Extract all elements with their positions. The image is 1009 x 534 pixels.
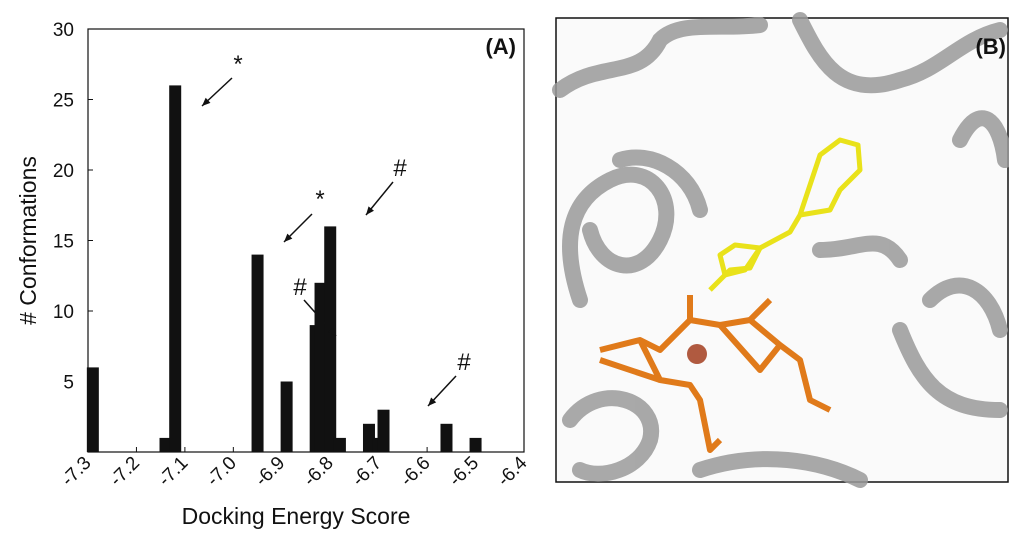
x-axis-title: Docking Energy Score [182, 503, 411, 529]
bar [440, 424, 452, 452]
bar [334, 438, 346, 452]
x-tick-label: -6.9 [251, 453, 289, 491]
annotation: * [233, 51, 242, 78]
x-tick-label: -7.0 [203, 453, 241, 491]
x-tick-label: -6.6 [397, 453, 435, 491]
annotation: # [393, 155, 407, 182]
x-tick-label: -7.3 [58, 453, 96, 491]
x-tick-label: -6.8 [300, 453, 338, 491]
y-tick-label: 25 [53, 91, 74, 112]
y-tick-label: 5 [63, 373, 74, 394]
annotation: * [315, 186, 324, 213]
x-tick-label: -7.2 [106, 453, 144, 491]
bar [378, 410, 390, 452]
y-tick-label: 15 [53, 232, 74, 253]
x-tick-label: -6.7 [348, 453, 386, 491]
molecule-panel [556, 18, 1008, 482]
bar [324, 226, 336, 452]
annotation: # [457, 349, 471, 376]
figure: (B) 51015202530-7.3-7.2-7.1-7.0-6.9-6.8-… [0, 0, 1009, 529]
bar [169, 85, 181, 452]
plot-frame [88, 29, 524, 452]
bar [87, 367, 99, 452]
y-axis-title: # Conformations [15, 156, 41, 325]
bar [470, 438, 482, 452]
bar [281, 382, 293, 453]
x-tick-label: -7.1 [154, 453, 192, 491]
y-tick-label: 30 [53, 20, 74, 41]
panel-label: (A) [485, 34, 516, 59]
x-tick-label: -6.5 [445, 453, 483, 491]
bar [252, 255, 264, 452]
x-tick-label: -6.4 [494, 452, 532, 490]
annotation: # [293, 274, 307, 301]
panel-label: (B) [975, 34, 1006, 59]
y-tick-label: 20 [53, 161, 74, 182]
y-tick-label: 10 [53, 302, 74, 323]
